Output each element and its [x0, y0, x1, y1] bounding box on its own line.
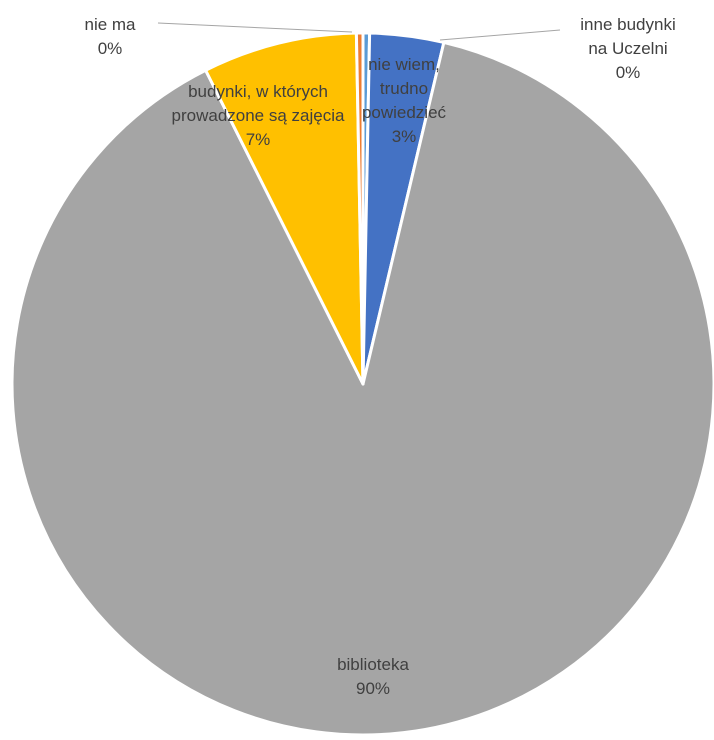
pie-slices: [10, 31, 714, 737]
data-label-category: trudno: [380, 79, 428, 98]
data-label-percent: 7%: [246, 130, 271, 149]
data-label-percent: 0%: [616, 63, 641, 82]
data-label-4: nie ma 0%: [84, 15, 136, 58]
data-label-percent: 3%: [392, 127, 417, 146]
pie-slice-4: [354, 31, 365, 386]
data-label-0: inne budynki na Uczelni 0%: [580, 15, 675, 82]
data-label-category: na Uczelni: [588, 39, 667, 58]
data-label-2: biblioteka 90%: [337, 655, 409, 698]
leader-line-0: [439, 29, 561, 41]
data-label-category: biblioteka: [337, 655, 409, 674]
data-label-category: inne budynki: [580, 15, 675, 34]
data-label-category: powiedzieć: [362, 103, 447, 122]
data-label-category: nie ma: [84, 15, 136, 34]
data-label-category: budynki, w których: [188, 82, 328, 101]
data-label-category: nie wiem,: [368, 55, 440, 74]
data-label-percent: 90%: [356, 679, 390, 698]
data-label-category: prowadzone są zajęcia: [172, 106, 345, 125]
pie-data-labels: inne budynki na Uczelni 0% nie wiem, trudno p…: [84, 15, 675, 698]
data-label-3: budynki, w których prowadzone są zajęcia 7…: [172, 82, 345, 149]
data-label-percent: 0%: [98, 39, 123, 58]
data-label-1: nie wiem, trudno powiedzieć 3%: [362, 55, 447, 146]
pie-slice-3: [204, 31, 365, 386]
pie-slice-2: [10, 40, 714, 737]
leader-line-4: [157, 22, 353, 33]
